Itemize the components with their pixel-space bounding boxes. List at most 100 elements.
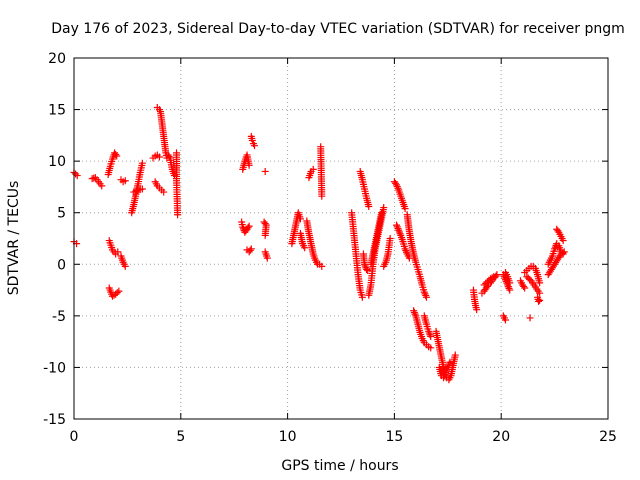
y-axis-label: SDTVAR / TECUs [6, 181, 22, 296]
x-tick-label: 15 [385, 429, 403, 445]
data-point [98, 182, 106, 190]
y-tick-label: -10 [43, 360, 66, 376]
data-point [402, 247, 410, 255]
data-point [261, 220, 269, 228]
data-point [114, 248, 122, 256]
data-point [488, 274, 496, 282]
data-point [444, 363, 452, 371]
data-point [112, 290, 120, 298]
x-tick-label: 5 [176, 429, 185, 445]
data-point [247, 245, 255, 253]
data-point [246, 246, 254, 254]
data-point [401, 205, 409, 213]
data-point [309, 165, 317, 173]
data-point [155, 153, 163, 161]
data-point [446, 358, 454, 366]
data-point [422, 292, 430, 300]
data-point [420, 288, 428, 296]
plot-frame [73, 57, 609, 420]
data-point [505, 284, 513, 292]
data-point [425, 327, 433, 335]
data-point [536, 279, 544, 287]
data-point [421, 290, 429, 298]
data-point [501, 316, 509, 324]
data-point [365, 203, 373, 211]
y-tick-label: 5 [57, 206, 66, 222]
y-tick-label: 15 [48, 103, 66, 119]
data-point [551, 243, 559, 251]
data-point [394, 184, 402, 192]
data-point [296, 215, 304, 223]
data-point [358, 293, 366, 301]
data-point [250, 142, 258, 150]
data-point [451, 351, 459, 359]
data-point [442, 369, 450, 377]
data-point [426, 331, 434, 339]
data-point [504, 283, 512, 291]
data-point [318, 262, 326, 270]
data-point [559, 237, 567, 245]
data-point [443, 365, 451, 373]
chart-title: Day 176 of 2023, Sidereal Day-to-day VTE… [51, 21, 625, 37]
y-tick-label: -5 [52, 309, 66, 325]
grid-lines [74, 58, 608, 419]
axis-ticks: 0 5 10 15 20 25 -15 -10 -5 0 5 10 15 20 [43, 51, 617, 445]
data-point [521, 284, 529, 292]
data-point [480, 281, 488, 289]
data-point [115, 287, 123, 295]
data-point [261, 231, 269, 239]
data-point [440, 372, 448, 380]
data-point [121, 262, 129, 270]
data-point [378, 209, 386, 217]
data-point [410, 307, 418, 315]
data-point [506, 286, 514, 294]
data-point [535, 297, 543, 305]
data-point [445, 360, 453, 368]
data-point [506, 279, 514, 287]
data-point [483, 278, 491, 286]
data-point [318, 192, 326, 200]
data-points [70, 104, 568, 384]
data-point [393, 183, 401, 191]
data-point [422, 293, 430, 301]
data-point [526, 314, 534, 322]
data-point [425, 329, 433, 337]
data-point [440, 374, 448, 382]
data-point [165, 153, 173, 161]
data-point [536, 289, 544, 297]
y-tick-label: 0 [57, 257, 66, 273]
data-point [261, 167, 269, 175]
data-point [473, 306, 481, 314]
data-point [73, 172, 81, 180]
y-tick-label: -15 [43, 412, 66, 428]
data-point [395, 228, 403, 236]
data-point [363, 265, 371, 273]
data-point [360, 260, 368, 268]
data-point [301, 244, 309, 252]
data-point [393, 223, 401, 231]
data-point [559, 250, 567, 258]
data-point [113, 152, 121, 160]
data-point [248, 137, 256, 145]
data-point [551, 245, 559, 253]
x-tick-label: 10 [279, 429, 297, 445]
data-point [427, 332, 435, 340]
data-point [121, 177, 129, 185]
data-point [245, 222, 253, 230]
data-point [138, 159, 146, 167]
data-point [554, 227, 562, 235]
data-point [441, 370, 449, 378]
data-point [520, 282, 528, 290]
data-point [445, 362, 453, 370]
data-point [113, 289, 121, 297]
data-point [410, 308, 418, 316]
x-axis-label: GPS time / hours [281, 458, 398, 474]
data-point [138, 185, 146, 193]
data-point [403, 248, 411, 256]
data-point [364, 266, 372, 274]
data-point [174, 211, 182, 219]
x-tick-label: 25 [599, 429, 617, 445]
